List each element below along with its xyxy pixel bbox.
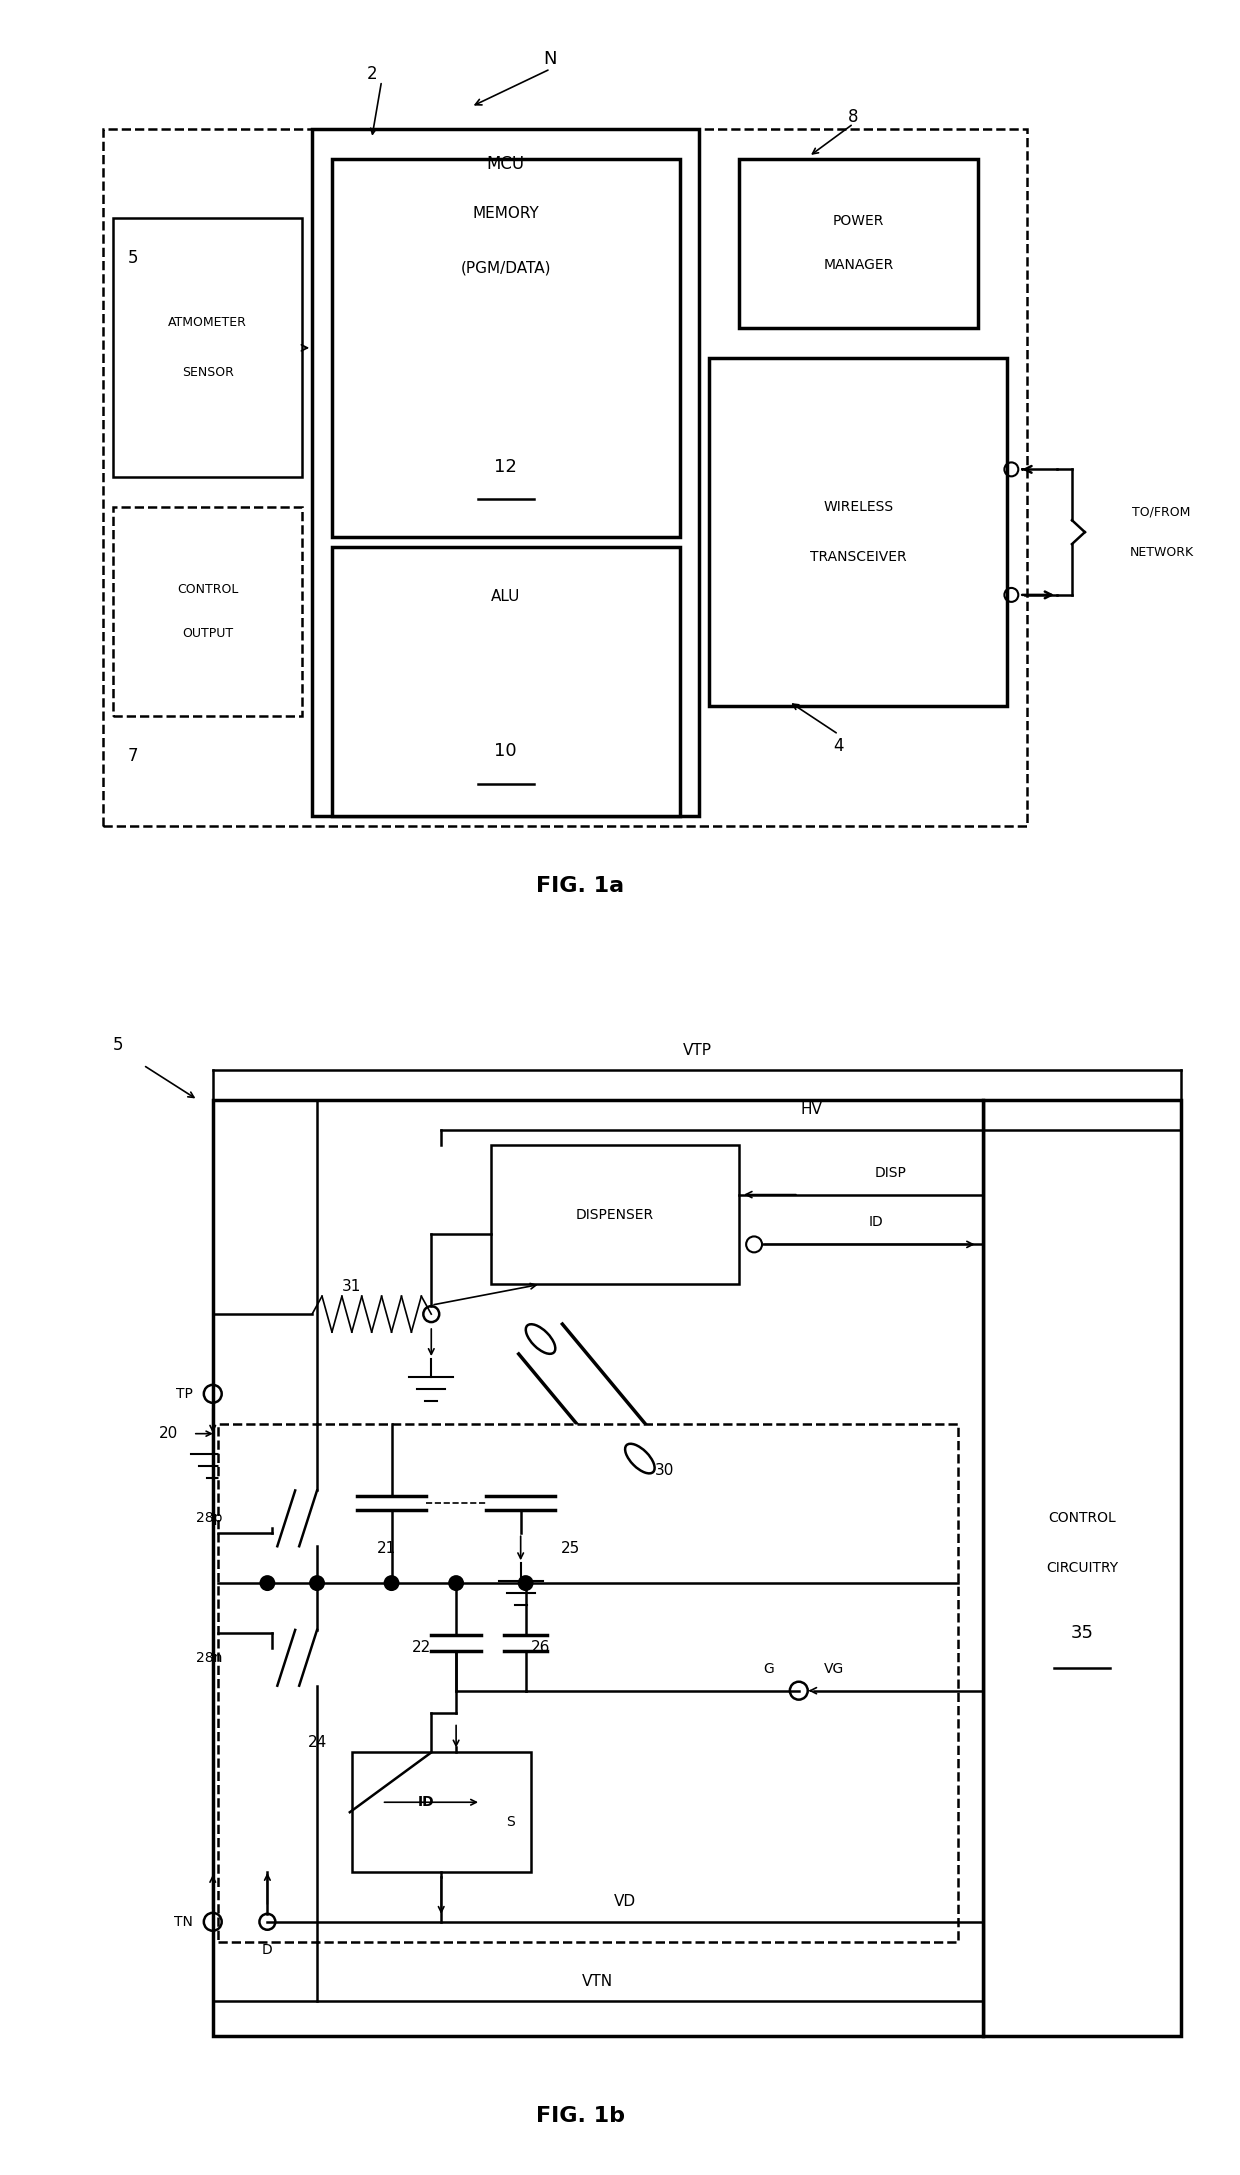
Bar xyxy=(218,1425,957,1942)
Text: ID: ID xyxy=(418,1794,435,1810)
Text: MEMORY: MEMORY xyxy=(472,207,539,222)
Ellipse shape xyxy=(625,1444,655,1472)
Text: 5: 5 xyxy=(128,250,138,268)
Bar xyxy=(982,1101,1182,2036)
Text: HV: HV xyxy=(800,1103,822,1118)
Text: POWER: POWER xyxy=(833,215,884,228)
Circle shape xyxy=(448,1575,464,1592)
Bar xyxy=(709,359,1007,707)
Bar xyxy=(491,1144,739,1283)
Text: TRANSCEIVER: TRANSCEIVER xyxy=(810,550,906,563)
Text: G: G xyxy=(764,1662,774,1675)
Text: CIRCUITRY: CIRCUITRY xyxy=(1045,1562,1118,1575)
Circle shape xyxy=(517,1575,533,1592)
Text: 22: 22 xyxy=(412,1640,432,1655)
Text: TN: TN xyxy=(174,1914,193,1929)
Text: 4: 4 xyxy=(833,737,843,755)
Text: TO/FROM: TO/FROM xyxy=(1132,507,1190,518)
Text: DISPENSER: DISPENSER xyxy=(575,1207,653,1222)
Bar xyxy=(739,159,977,328)
Text: 8: 8 xyxy=(848,109,858,126)
Text: ATMOMETER: ATMOMETER xyxy=(169,315,247,328)
Text: 12: 12 xyxy=(495,459,517,476)
Text: VG: VG xyxy=(823,1662,843,1675)
Text: ALU: ALU xyxy=(491,589,521,605)
Text: 26: 26 xyxy=(531,1640,551,1655)
Circle shape xyxy=(259,1575,275,1592)
Text: 20: 20 xyxy=(159,1427,177,1442)
Text: 24: 24 xyxy=(308,1736,326,1751)
Bar xyxy=(103,128,1027,826)
Text: N: N xyxy=(543,50,557,67)
Text: 5: 5 xyxy=(113,1035,124,1055)
Text: (PGM/DATA): (PGM/DATA) xyxy=(460,261,551,276)
Text: 25: 25 xyxy=(560,1540,580,1555)
Bar xyxy=(332,159,680,537)
Bar xyxy=(312,128,699,816)
Bar xyxy=(332,548,680,816)
Text: 31: 31 xyxy=(342,1279,362,1294)
Text: WIRELESS: WIRELESS xyxy=(823,500,894,513)
Circle shape xyxy=(383,1575,399,1592)
Text: 2: 2 xyxy=(366,65,377,83)
Text: 28p: 28p xyxy=(196,1512,223,1525)
Text: SENSOR: SENSOR xyxy=(182,365,233,378)
Text: DISP: DISP xyxy=(874,1166,906,1179)
Bar xyxy=(113,507,303,716)
Text: D: D xyxy=(262,1942,273,1958)
Text: S: S xyxy=(506,1816,515,1829)
Text: CONTROL: CONTROL xyxy=(1048,1512,1116,1525)
Text: VTN: VTN xyxy=(582,1975,614,1990)
Bar xyxy=(113,218,303,476)
Bar xyxy=(352,1753,531,1873)
Text: 28n: 28n xyxy=(196,1651,223,1664)
Text: FIG. 1b: FIG. 1b xyxy=(536,2105,625,2125)
Text: VTP: VTP xyxy=(682,1042,712,1057)
Text: TP: TP xyxy=(176,1388,193,1401)
Text: 35: 35 xyxy=(1070,1625,1094,1642)
Ellipse shape xyxy=(526,1325,556,1353)
Text: 7: 7 xyxy=(128,748,139,766)
Text: 21: 21 xyxy=(377,1540,397,1555)
Bar xyxy=(213,1101,982,2036)
Text: OUTPUT: OUTPUT xyxy=(182,626,233,639)
Text: 30: 30 xyxy=(655,1464,675,1479)
Circle shape xyxy=(309,1575,325,1592)
Text: ID: ID xyxy=(868,1216,883,1229)
Text: 10: 10 xyxy=(495,742,517,761)
Text: MCU: MCU xyxy=(487,154,525,172)
Text: FIG. 1a: FIG. 1a xyxy=(536,877,624,896)
Text: MANAGER: MANAGER xyxy=(823,259,894,272)
Text: VD: VD xyxy=(614,1894,636,1910)
Text: CONTROL: CONTROL xyxy=(177,583,238,596)
Text: NETWORK: NETWORK xyxy=(1130,546,1193,559)
